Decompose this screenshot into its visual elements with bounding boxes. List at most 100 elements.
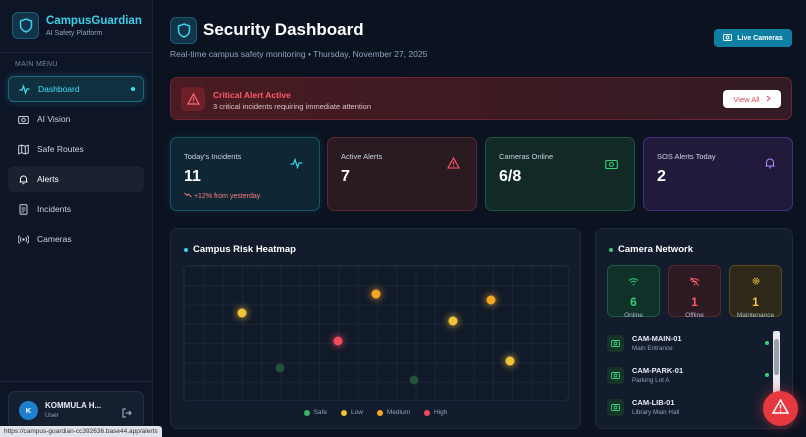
heatmap-area[interactable] xyxy=(183,265,569,401)
camera-location: Parking Lot A xyxy=(632,377,670,384)
camera-maintenance-count[interactable]: 1 Maintenance xyxy=(729,265,782,319)
heatmap-point-medium[interactable] xyxy=(371,289,381,299)
user-name: KOMMULA H... xyxy=(45,401,102,410)
stat-label: Active Alerts xyxy=(341,152,383,161)
sidebar-item-dashboard[interactable]: Dashboard xyxy=(8,76,144,102)
legend-dot xyxy=(340,409,347,416)
heatmap-point-low[interactable] xyxy=(505,356,515,366)
camera-list-item[interactable]: CAM-LIB-01 Library Main Hall xyxy=(607,391,769,423)
title-dot xyxy=(184,247,188,252)
sidebar-item-label: AI Vision xyxy=(37,114,71,124)
stat-value: 2 xyxy=(657,168,666,185)
heatmap-point-medium[interactable] xyxy=(486,295,496,304)
logout-icon[interactable] xyxy=(122,405,132,423)
avatar: K xyxy=(19,400,38,420)
risk-heatmap-panel: Campus Risk Heatmap Safe Low Medium High xyxy=(170,228,581,429)
broadcast-icon xyxy=(18,234,29,245)
live-cameras-label: Live Cameras xyxy=(737,34,783,42)
camera-icon xyxy=(607,398,624,416)
sidebar-item-incidents[interactable]: Incidents xyxy=(8,196,144,222)
status-dot xyxy=(765,373,769,377)
brand[interactable]: CampusGuardian AI Safety Platform xyxy=(12,12,142,39)
warning-icon xyxy=(447,156,460,174)
camera-online-count[interactable]: 6 Online xyxy=(607,265,660,319)
sos-button[interactable] xyxy=(763,391,798,426)
camera-list-scrollbar[interactable] xyxy=(773,331,780,423)
main-content: Security Dashboard Real-time campus safe… xyxy=(153,0,806,437)
page-title: Security Dashboard xyxy=(203,20,364,39)
count-label: Online xyxy=(624,312,643,319)
legend-dot xyxy=(303,409,310,416)
stat-card-incidents[interactable]: Today's Incidents 11 +12% from yesterday xyxy=(170,137,320,211)
stat-card-sos-alerts[interactable]: SOS Alerts Today 2 xyxy=(643,137,793,211)
shield-icon xyxy=(12,12,39,39)
user-role: User xyxy=(45,412,59,419)
legend-item-medium: Medium xyxy=(376,409,411,416)
wifi-off-icon xyxy=(689,273,700,291)
camera-summary: 6 Online 1 Offline 1 Maintenance xyxy=(607,265,782,319)
count-label: Maintenance xyxy=(736,312,775,319)
camera-location: Library Main Hall xyxy=(632,409,680,416)
divider xyxy=(0,381,152,382)
sidebar-nav: Dashboard AI Vision Safe Routes Alerts xyxy=(8,76,144,256)
heatmap-point-low[interactable] xyxy=(237,308,247,318)
count-value: 6 xyxy=(630,295,637,309)
legend-label: Medium xyxy=(386,409,411,416)
view-all-button[interactable]: View All xyxy=(723,90,781,108)
legend-label: Safe xyxy=(313,409,327,416)
legend-item-safe: Safe xyxy=(303,409,327,416)
heatmap-point-safe[interactable] xyxy=(409,375,419,385)
stat-trend: +12% from yesterday xyxy=(184,192,306,200)
camera-list: CAM-MAIN-01 Main Entrance CAM-PARK-01 Pa… xyxy=(607,327,769,423)
status-url: https://campus-guardian-cc392636.base44.… xyxy=(0,426,162,437)
heatmap-point-safe[interactable] xyxy=(275,363,285,373)
title-dot xyxy=(609,247,613,252)
camera-list-item[interactable]: CAM-MAIN-01 Main Entrance xyxy=(607,327,769,359)
stat-value: 6/8 xyxy=(499,168,522,185)
stat-label: SOS Alerts Today xyxy=(657,152,716,161)
sidebar: CampusGuardian AI Safety Platform MAIN M… xyxy=(0,0,153,437)
brand-name: CampusGuardian xyxy=(46,14,142,27)
panel-title: Campus Risk Heatmap xyxy=(184,244,296,255)
stat-card-active-alerts[interactable]: Active Alerts 7 xyxy=(327,137,477,211)
legend-label: High xyxy=(434,409,448,416)
warning-icon xyxy=(771,397,790,419)
chevron-right-icon xyxy=(766,95,771,104)
panel-title: Camera Network xyxy=(609,244,693,255)
divider xyxy=(0,52,152,53)
camera-list-item[interactable]: CAM-PARK-01 Parking Lot A xyxy=(607,359,769,391)
gear-icon xyxy=(751,273,761,291)
legend-dot xyxy=(376,409,383,416)
sidebar-item-safe-routes[interactable]: Safe Routes xyxy=(8,136,144,162)
legend-item-high: High xyxy=(424,409,447,416)
sidebar-item-cameras[interactable]: Cameras xyxy=(8,226,144,252)
user-card[interactable]: K KOMMULA H... User xyxy=(8,391,144,429)
live-cameras-button[interactable]: Live Cameras xyxy=(714,29,792,47)
stat-label: Today's Incidents xyxy=(184,152,242,161)
legend-dot xyxy=(424,409,431,416)
heatmap-point-high[interactable] xyxy=(333,336,343,346)
sidebar-item-label: Cameras xyxy=(37,234,72,244)
wifi-icon xyxy=(628,273,639,291)
active-indicator xyxy=(131,87,135,91)
camera-location: Main Entrance xyxy=(632,345,673,352)
heatmap-title: Campus Risk Heatmap xyxy=(193,244,296,255)
status-dot xyxy=(765,341,769,345)
scrollbar-thumb[interactable] xyxy=(774,339,779,375)
sidebar-item-label: Safe Routes xyxy=(37,144,84,154)
stat-value: 11 xyxy=(184,168,201,185)
legend-item-low: Low xyxy=(340,409,363,416)
camera-icon xyxy=(607,334,624,352)
sidebar-item-ai-vision[interactable]: AI Vision xyxy=(8,106,144,132)
shield-icon xyxy=(170,17,197,44)
map-icon xyxy=(18,143,29,155)
camera-icon xyxy=(605,156,618,174)
stat-card-cameras-online[interactable]: Cameras Online 6/8 xyxy=(485,137,635,211)
heatmap-point-low[interactable] xyxy=(448,316,458,326)
sidebar-item-alerts[interactable]: Alerts xyxy=(8,166,144,192)
camera-network-title: Camera Network xyxy=(618,244,693,255)
bell-icon xyxy=(764,156,776,174)
count-label: Offline xyxy=(685,312,704,319)
legend-label: Low xyxy=(350,409,363,416)
camera-offline-count[interactable]: 1 Offline xyxy=(668,265,721,319)
